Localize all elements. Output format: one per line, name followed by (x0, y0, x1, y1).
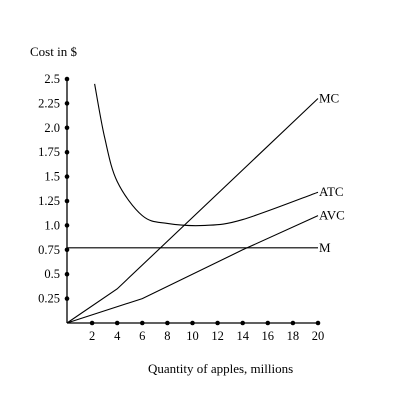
x-tick-label: 2 (89, 329, 95, 343)
curve-labels: MC ATC AVC M (319, 91, 345, 255)
x-axis-title: Quantity of apples, millions (148, 361, 293, 376)
y-tick-dot (64, 198, 70, 204)
x-tick-dot (190, 320, 195, 326)
y-tick-label: 2.5 (44, 72, 60, 86)
y-tick-label: 0.5 (44, 267, 60, 281)
x-tick-label: 4 (114, 329, 121, 343)
y-tick-label: 2.25 (38, 96, 60, 110)
x-tick-label: 20 (312, 329, 325, 343)
y-tick-label: 1.75 (38, 145, 60, 159)
y-tick-dot (64, 174, 70, 179)
cost-curves (66, 83, 319, 324)
atc-curve-label: ATC (319, 184, 344, 199)
y-tick-dot (64, 223, 70, 228)
x-tick-label: 8 (164, 329, 170, 343)
x-tick-label: 10 (186, 329, 199, 343)
y-tick-label: 1.25 (38, 194, 60, 208)
y-axis-ticks: 0.25 0.5 0.75 1.0 1.25 1.5 1.75 2.0 2.25 2.5 (38, 72, 70, 306)
mc-curve (66, 98, 319, 324)
y-tick-dot (64, 125, 70, 131)
x-tick-dot (89, 320, 95, 326)
atc-curve (94, 83, 319, 227)
x-tick-dot (290, 320, 296, 326)
x-tick-label: 6 (139, 329, 145, 343)
x-tick-dot (265, 320, 271, 326)
y-tick-label: 0.25 (38, 292, 60, 306)
y-tick-dot (64, 101, 70, 106)
x-tick-dot (240, 320, 245, 326)
y-tick-label: 2.0 (44, 121, 60, 135)
x-tick-dot (315, 320, 321, 326)
x-tick-label: 14 (236, 329, 249, 343)
x-tick-label: 18 (287, 329, 300, 343)
x-tick-dot (215, 320, 220, 326)
avc-curve (66, 215, 319, 324)
y-tick-dot (64, 271, 70, 277)
y-tick-dot (64, 296, 70, 301)
y-tick-dot (64, 76, 70, 82)
avc-curve-label: AVC (319, 208, 345, 223)
x-tick-dot (114, 320, 120, 326)
y-tick-label: 0.75 (38, 243, 60, 257)
y-tick-label: 1.0 (44, 218, 60, 232)
y-tick-dot (64, 247, 70, 253)
x-tick-dot (140, 320, 145, 326)
x-tick-label: 16 (262, 329, 275, 343)
x-tick-label: 12 (211, 329, 224, 343)
x-axis-ticks: 2 4 6 8 10 12 14 16 18 20 (89, 320, 325, 343)
y-tick-label: 1.5 (44, 170, 60, 184)
m-curve-label: M (319, 240, 331, 255)
mc-curve-label: MC (319, 91, 339, 106)
y-tick-dot (64, 149, 70, 155)
y-axis-title: Cost in $ (30, 44, 77, 59)
x-tick-dot (165, 320, 170, 326)
